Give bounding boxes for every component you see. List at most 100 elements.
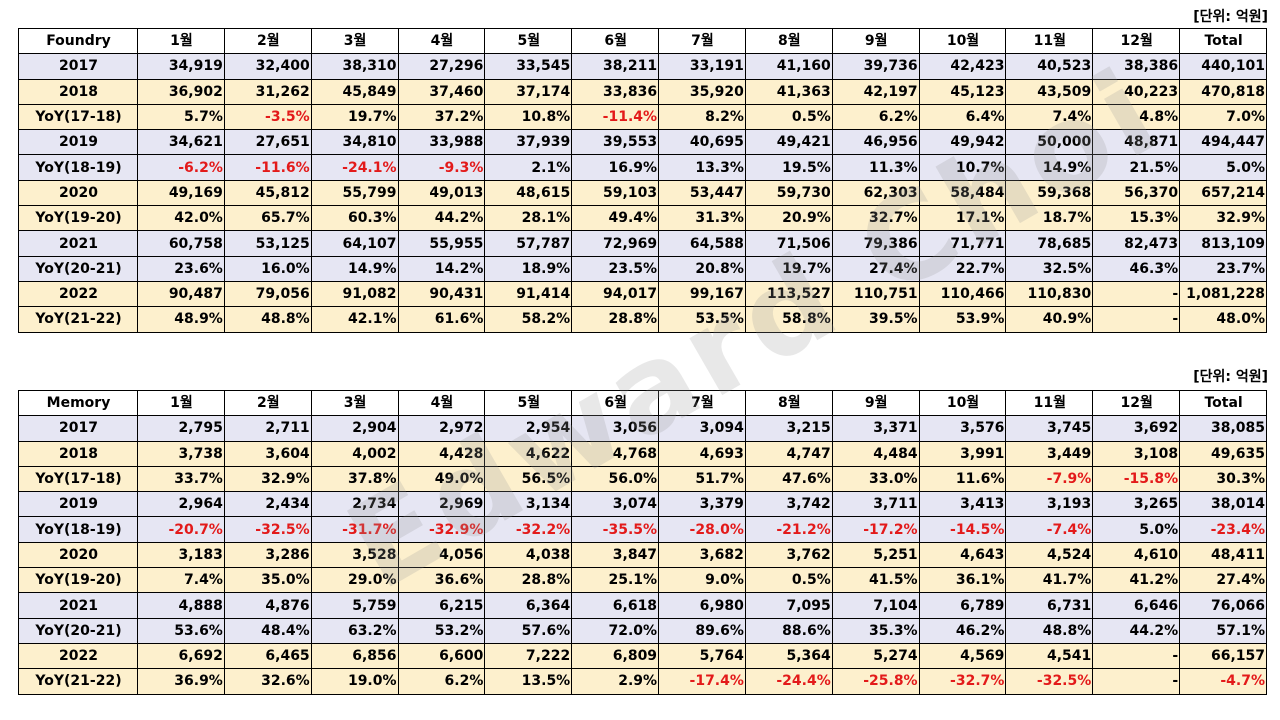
table-row: 2018 3,738 3,604 4,002 4,428 4,622 4,768 4,693 4… (18, 440, 1267, 467)
column-header: 10월 (918, 389, 1007, 417)
data-cell: 657,214 (1179, 179, 1267, 207)
row-label: 2019 (18, 129, 138, 156)
data-cell: 44.2% (1092, 617, 1181, 644)
data-cell: 110,466 (918, 280, 1007, 308)
row-label: 2017 (18, 53, 138, 80)
data-cell: -11.6% (223, 154, 312, 181)
data-cell: 1,081,228 (1179, 280, 1267, 308)
data-cell: 66,157 (1179, 642, 1267, 670)
row-label: 2020 (18, 541, 138, 569)
row-label: YoY(20-21) (18, 255, 138, 282)
data-cell: 49,169 (137, 179, 225, 207)
data-cell: 72,969 (571, 230, 660, 257)
data-cell: 33,191 (658, 53, 746, 80)
data-cell: 41.5% (831, 567, 920, 594)
data-cell: 16.9% (571, 154, 660, 181)
table-row: YoY(19-20) 42.0% 65.7% 60.3% 44.2% 28.1% 49.4%… (18, 205, 1267, 232)
data-cell: 48.0% (1179, 306, 1267, 333)
data-cell: 5,251 (831, 541, 920, 569)
data-cell: 32.7% (831, 205, 920, 232)
data-cell: 58.2% (484, 306, 573, 333)
column-header: 4월 (397, 389, 486, 417)
data-cell: -17.4% (658, 668, 746, 695)
data-cell: 2,954 (484, 415, 573, 442)
data-cell: 3,183 (137, 541, 225, 569)
data-cell: 50,000 (1005, 129, 1094, 156)
data-cell: 4,524 (1005, 541, 1094, 569)
data-cell: 4,002 (310, 440, 399, 467)
data-cell: 64,588 (658, 230, 746, 257)
data-cell: 4,569 (918, 642, 1007, 670)
data-cell: -7.9% (1005, 465, 1094, 493)
data-cell: 813,109 (1179, 230, 1267, 257)
data-cell: 72.0% (571, 617, 660, 644)
data-cell: 31,262 (223, 78, 312, 105)
data-cell: -11.4% (571, 103, 660, 131)
column-header: 5월 (484, 27, 573, 55)
data-cell: 35,920 (658, 78, 746, 105)
data-cell: 40,523 (1005, 53, 1094, 80)
data-cell: 3,762 (744, 541, 833, 569)
data-cell: 33,988 (397, 129, 486, 156)
data-cell: 28.8% (571, 306, 660, 333)
data-cell: 4,056 (397, 541, 486, 569)
data-cell: 2,904 (310, 415, 399, 442)
table-row: YoY(21-22) 36.9% 32.6% 19.0% 6.2% 13.5% 2.9% -1… (18, 668, 1267, 695)
column-header: 2월 (223, 27, 312, 55)
data-cell: 4,610 (1092, 541, 1181, 569)
data-cell: -21.2% (744, 516, 833, 543)
data-cell: 16.0% (223, 255, 312, 282)
data-cell: 28.1% (484, 205, 573, 232)
data-cell: 2,734 (310, 491, 399, 518)
data-cell: 13.3% (658, 154, 746, 181)
row-label: YoY(21-22) (18, 668, 138, 695)
data-cell: -32.5% (223, 516, 312, 543)
table-row: YoY(17-18) 5.7% -3.5% 19.7% 37.2% 10.8% -11.4%… (18, 103, 1267, 131)
data-cell: 5,274 (831, 642, 920, 670)
row-label: 2022 (18, 280, 138, 308)
data-cell: 42.1% (310, 306, 399, 333)
foundry-table: Foundry 1월 2월 3월 4월 5월 6월 7월 8월 9월 10월 11월 12월 Total … (18, 27, 1267, 333)
data-cell: 49.0% (397, 465, 486, 493)
data-cell: 7.4% (137, 567, 225, 594)
data-cell: 17.1% (918, 205, 1007, 232)
data-cell: 10.8% (484, 103, 573, 131)
column-header: 7월 (658, 389, 746, 417)
column-header: 6월 (571, 27, 660, 55)
data-cell: 5,364 (744, 642, 833, 670)
data-cell: 60.3% (310, 205, 399, 232)
data-cell: 4,484 (831, 440, 920, 467)
data-cell: 3,576 (918, 415, 1007, 442)
data-cell: 3,215 (744, 415, 833, 442)
data-cell: 3,847 (571, 541, 660, 569)
data-cell: 494,447 (1179, 129, 1267, 156)
data-cell: 4,747 (744, 440, 833, 467)
data-cell: -32.7% (918, 668, 1007, 695)
data-cell: 71,771 (918, 230, 1007, 257)
data-cell: 19.0% (310, 668, 399, 695)
data-cell: 6.2% (397, 668, 486, 695)
data-cell: -32.9% (397, 516, 486, 543)
data-cell: -31.7% (310, 516, 399, 543)
data-cell: 6,809 (571, 642, 660, 670)
data-cell: 32.9% (223, 465, 312, 493)
column-header: 4월 (397, 27, 486, 55)
data-cell: 18.7% (1005, 205, 1094, 232)
data-cell: 57,787 (484, 230, 573, 257)
column-header: 5월 (484, 389, 573, 417)
data-cell: 45,812 (223, 179, 312, 207)
data-cell: 2.9% (571, 668, 660, 695)
data-cell: 6,646 (1092, 592, 1181, 619)
data-cell: 57.1% (1179, 617, 1267, 644)
data-cell: 3,604 (223, 440, 312, 467)
data-cell: 37,460 (397, 78, 486, 105)
data-cell: 61.6% (397, 306, 486, 333)
data-cell: 48,615 (484, 179, 573, 207)
data-cell: 9.0% (658, 567, 746, 594)
data-cell: 40,223 (1092, 78, 1181, 105)
data-cell: 19.7% (310, 103, 399, 131)
data-cell: 37,939 (484, 129, 573, 156)
table-row: 2022 6,692 6,465 6,856 6,600 7,222 6,809 5,764 5… (18, 642, 1267, 670)
data-cell: - (1092, 668, 1181, 695)
data-cell: 3,265 (1092, 491, 1181, 518)
